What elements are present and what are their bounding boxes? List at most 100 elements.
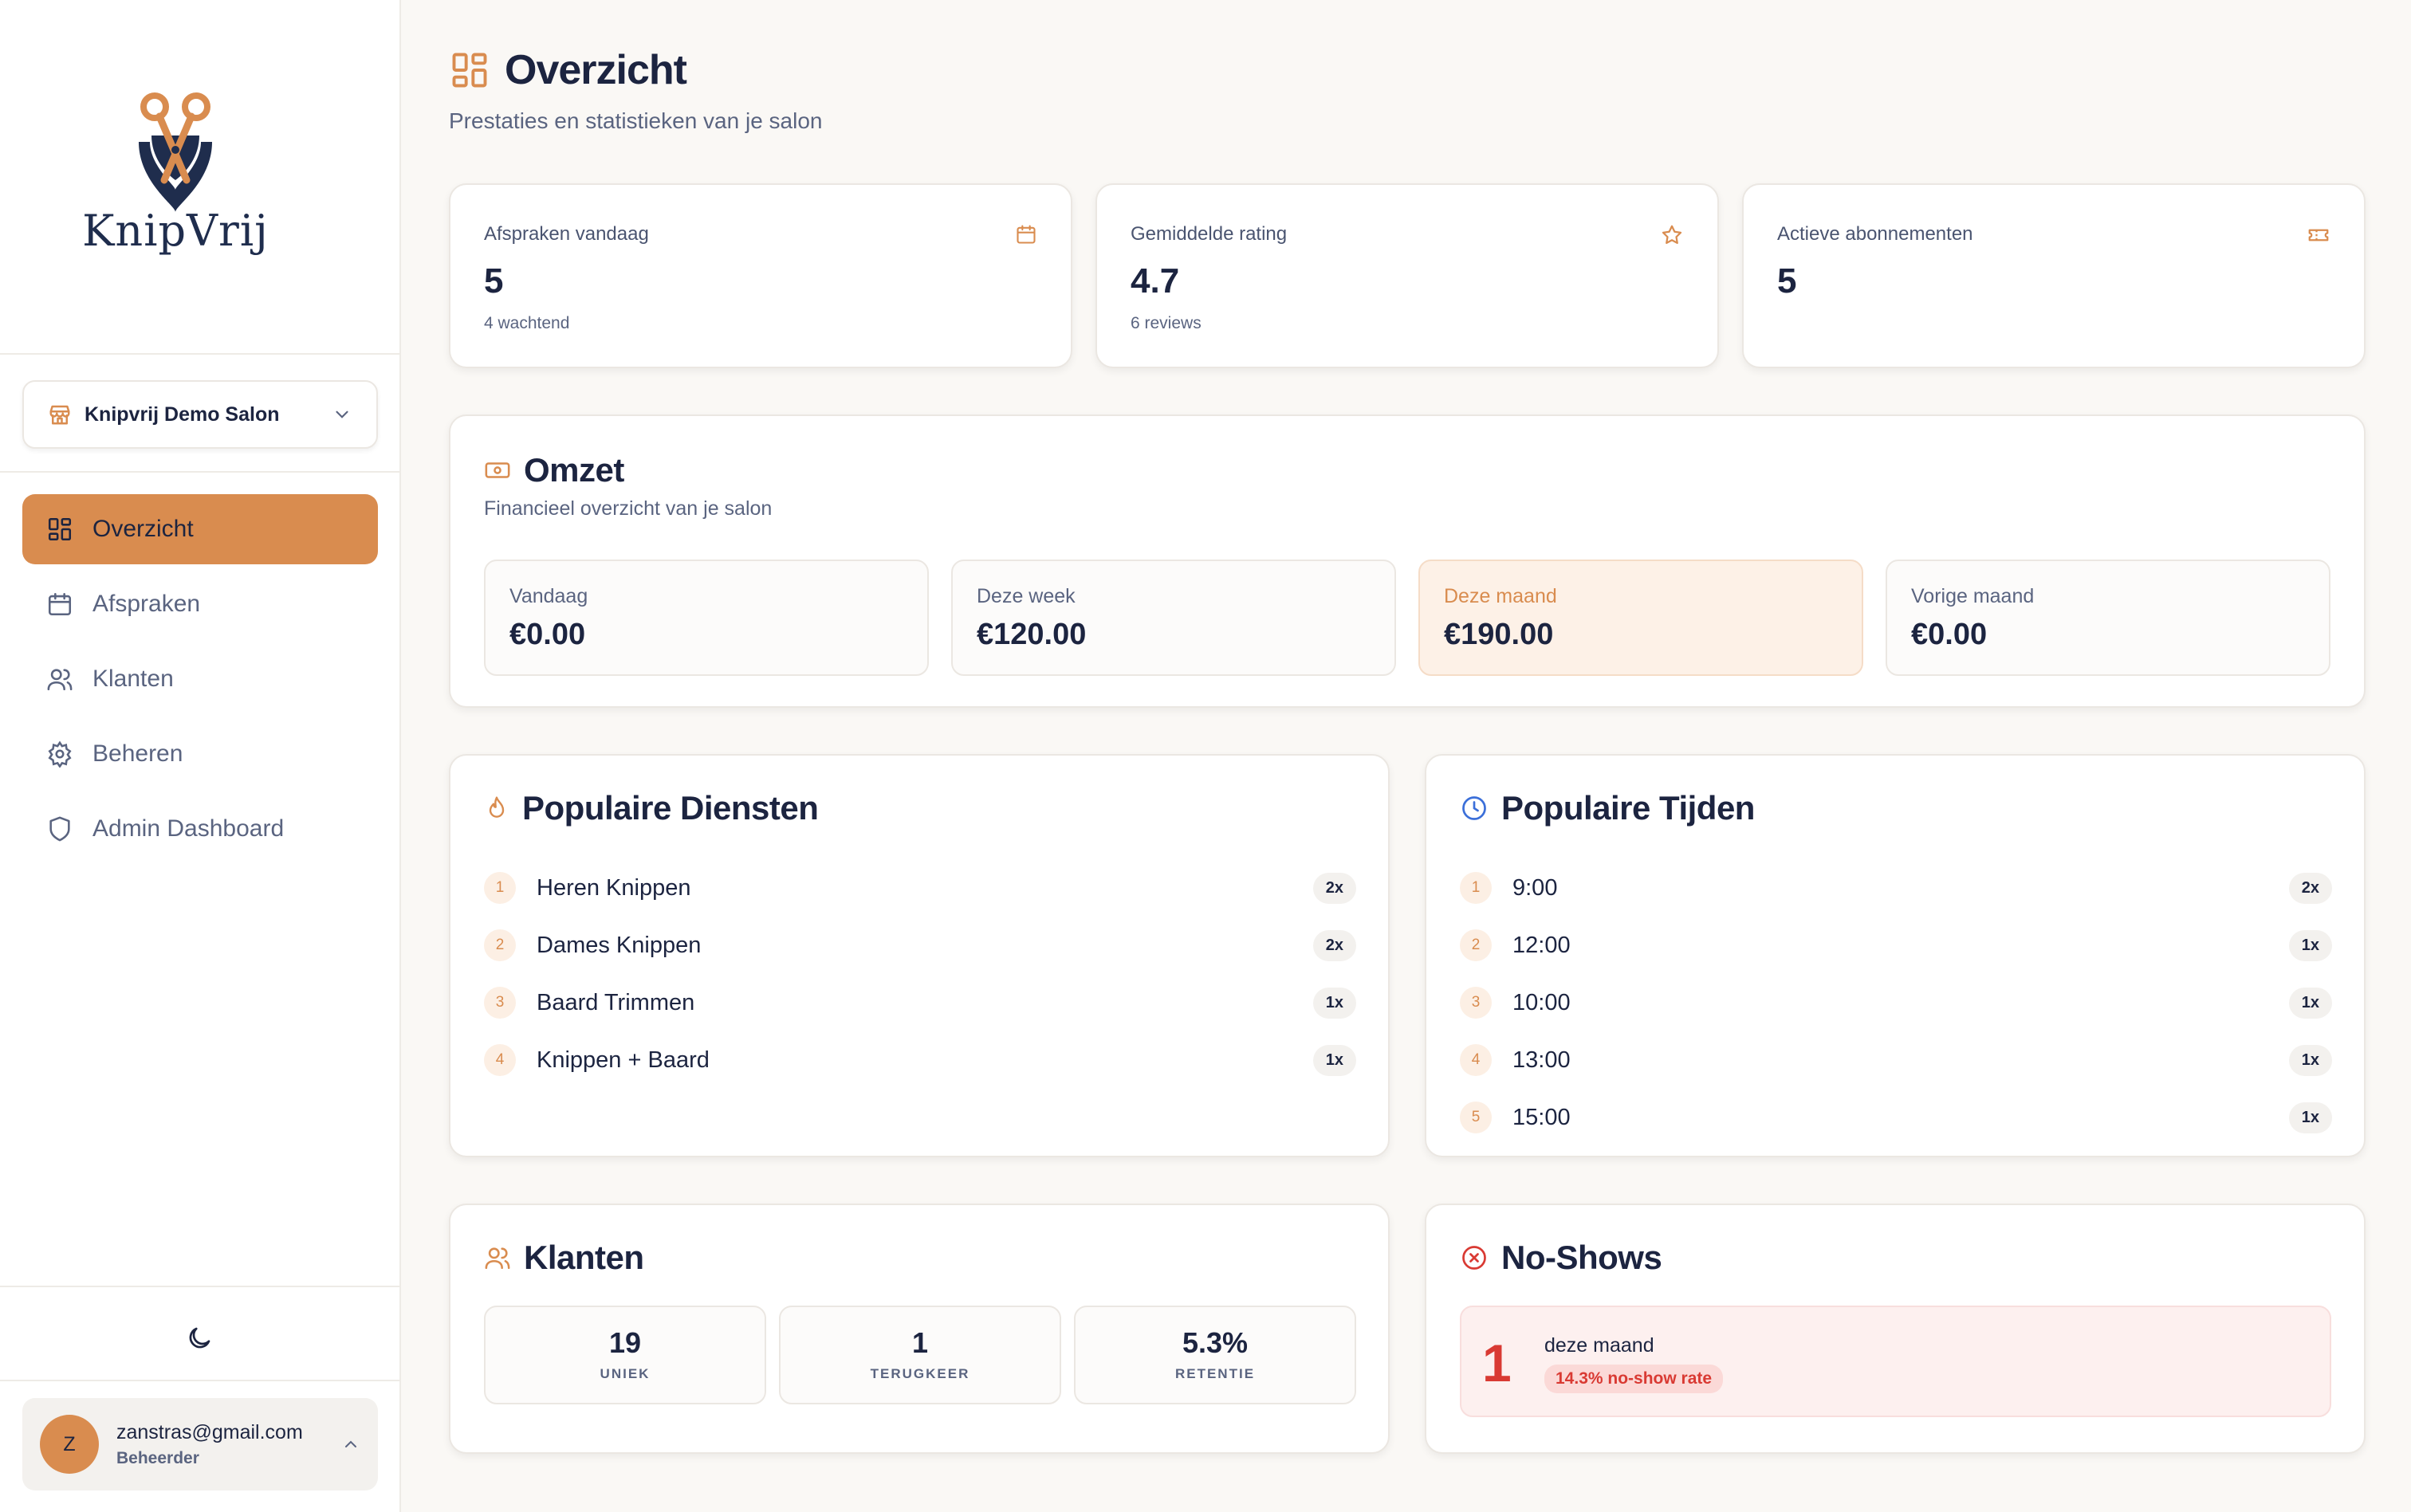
client-stat: 5.3% RETENTIE (1074, 1306, 1356, 1404)
list-item: 3 Baard Trimmen 1x (484, 974, 1356, 1031)
stat-sub: 4 wachtend (484, 314, 570, 332)
salon-name: Knipvrij Demo Salon (85, 403, 280, 426)
chevron-down-icon (336, 410, 348, 418)
page-subtitle: Prestaties en statistieken van je salon (449, 108, 823, 133)
chevron-up-icon (345, 1440, 356, 1447)
stat-card-abonnementen: Actieve abonnementen 5 (1742, 183, 2366, 368)
sidebar-item-label: Beheren (92, 740, 183, 767)
section-title: No-Shows (1501, 1239, 1662, 1276)
sidebar-item-afspraken[interactable]: Afspraken (22, 569, 378, 639)
services-list: 1 Heren Knippen 2x 2 Dames Knippen 2x 3 … (484, 859, 1356, 1089)
section-title: Populaire Tijden (1501, 789, 1755, 827)
stat-card-rating: Gemiddelde rating 4.7 6 reviews (1095, 183, 1719, 368)
section-title: Populaire Diensten (522, 789, 819, 827)
sidebar-item-label: Admin Dashboard (92, 815, 285, 842)
count-badge: 1x (2288, 929, 2332, 961)
rank-label: Knippen + Baard (537, 1047, 710, 1073)
revenue-period: Vorige maand €0.00 (1886, 560, 2330, 676)
brand-name: KnipVrij (82, 206, 269, 256)
sidebar-item-beheren[interactable]: Beheren (22, 719, 378, 789)
rank-label: 15:00 (1512, 1104, 1571, 1130)
rank-number: 5 (1460, 1102, 1492, 1133)
stat-label: Gemiddelde rating (1131, 223, 1288, 245)
count-badge: 1x (1312, 1044, 1356, 1076)
user-info: zanstras@gmail.com Beheerder (116, 1421, 341, 1468)
revenue-period-value: €190.00 (1444, 618, 1554, 651)
rank-number: 2 (484, 929, 516, 961)
x-circle-icon (1462, 1246, 1486, 1270)
noshow-label: deze maand (1544, 1334, 1654, 1357)
client-stat: 1 TERUGKEER (779, 1306, 1061, 1404)
rank-number: 2 (1460, 929, 1492, 961)
client-stat-label: RETENTIE (1174, 1366, 1256, 1381)
gear-icon (48, 740, 72, 768)
sidebar-item-klanten[interactable]: Klanten (22, 644, 378, 714)
list-item: 2 Dames Knippen 2x (484, 917, 1356, 974)
rank-label: Heren Knippen (537, 874, 691, 901)
times-list: 1 9:00 2x 2 12:00 1x 3 10:00 1x 4 13:00 … (1460, 859, 2332, 1146)
scissors-pin-logo-icon (139, 92, 212, 212)
count-badge: 1x (2288, 1044, 2332, 1076)
sidebar-item-overzicht[interactable]: Overzicht (22, 494, 378, 564)
clock-icon (1462, 796, 1486, 820)
count-badge: 2x (1312, 872, 1356, 904)
star-icon (1662, 225, 1682, 244)
section-title: Omzet (524, 451, 624, 489)
sidebar: KnipVrij Knipvrij Demo Salon Overzicht A… (0, 0, 401, 1512)
moon-icon[interactable] (185, 1324, 214, 1353)
rank-number: 3 (484, 987, 516, 1019)
sidebar-item-label: Afspraken (92, 591, 201, 617)
calendar-icon (48, 592, 72, 616)
sidebar-item-label: Klanten (92, 666, 174, 692)
count-badge: 2x (1312, 929, 1356, 961)
client-stat-value: 5.3% (1182, 1326, 1249, 1359)
rank-label: 9:00 (1512, 874, 1558, 901)
client-stat-value: 19 (608, 1326, 642, 1359)
rank-label: 10:00 (1512, 989, 1571, 1015)
revenue-card: Omzet Financieel overzicht van je salon … (449, 414, 2366, 708)
stat-value: 5 (484, 261, 504, 300)
sidebar-item-admin-dashboard[interactable]: Admin Dashboard (22, 794, 378, 864)
revenue-period: Vandaag €0.00 (484, 560, 929, 676)
page-header: Overzicht Prestaties en statistieken van… (449, 46, 822, 134)
sidebar-item-label: Overzicht (92, 516, 194, 542)
rank-number: 3 (1460, 987, 1492, 1019)
clients-card: Klanten 19 UNIEK 1 TERUGKEER 5.3% RETENT… (449, 1204, 1390, 1454)
revenue-period-label: Vandaag (509, 585, 588, 607)
rank-label: 12:00 (1512, 932, 1571, 958)
banknote-icon (485, 462, 510, 478)
main-content: Overzicht Prestaties en statistieken van… (401, 0, 2411, 1512)
users-icon (47, 669, 73, 691)
rank-label: 13:00 (1512, 1047, 1571, 1073)
stat-value: 5 (1777, 261, 1797, 300)
list-item: 1 Heren Knippen 2x (484, 859, 1356, 917)
rank-label: Dames Knippen (537, 932, 702, 958)
section-title: Klanten (524, 1239, 644, 1276)
stat-label: Afspraken vandaag (484, 223, 649, 245)
list-item: 5 15:00 1x (1460, 1089, 2332, 1146)
salon-selector[interactable]: Knipvrij Demo Salon (22, 380, 378, 449)
sidebar-nav: Overzicht Afspraken Klanten Beheren Admi… (22, 494, 378, 869)
users-icon (485, 1247, 510, 1270)
client-stat-label: UNIEK (600, 1366, 651, 1381)
revenue-period: Deze week €120.00 (951, 560, 1396, 676)
rank-number: 4 (1460, 1044, 1492, 1076)
grid-icon (452, 53, 487, 88)
grid-icon (48, 517, 72, 541)
list-item: 4 Knippen + Baard 1x (484, 1031, 1356, 1089)
shield-icon (49, 816, 70, 842)
noshow-count: 1 (1482, 1333, 1512, 1392)
theme-area (0, 1286, 401, 1381)
stat-label: Actieve abonnementen (1777, 223, 1973, 245)
revenue-period-label: Deze maand (1444, 585, 1557, 607)
client-stat-label: TERUGKEER (870, 1366, 970, 1381)
count-badge: 1x (2288, 987, 2332, 1019)
rank-label: Baard Trimmen (537, 989, 695, 1015)
client-stat-value: 1 (911, 1326, 929, 1359)
user-role: Beheerder (116, 1448, 199, 1467)
list-item: 4 13:00 1x (1460, 1031, 2332, 1089)
popular-services-card: Populaire Diensten 1 Heren Knippen 2x 2 … (449, 754, 1390, 1157)
stat-card-afspraken: Afspraken vandaag 5 4 wachtend (449, 183, 1072, 368)
user-menu[interactable]: Z zanstras@gmail.com Beheerder (22, 1398, 378, 1490)
noshows-card: No-Shows 1 deze maand 14.3% no-show rate (1425, 1204, 2366, 1454)
